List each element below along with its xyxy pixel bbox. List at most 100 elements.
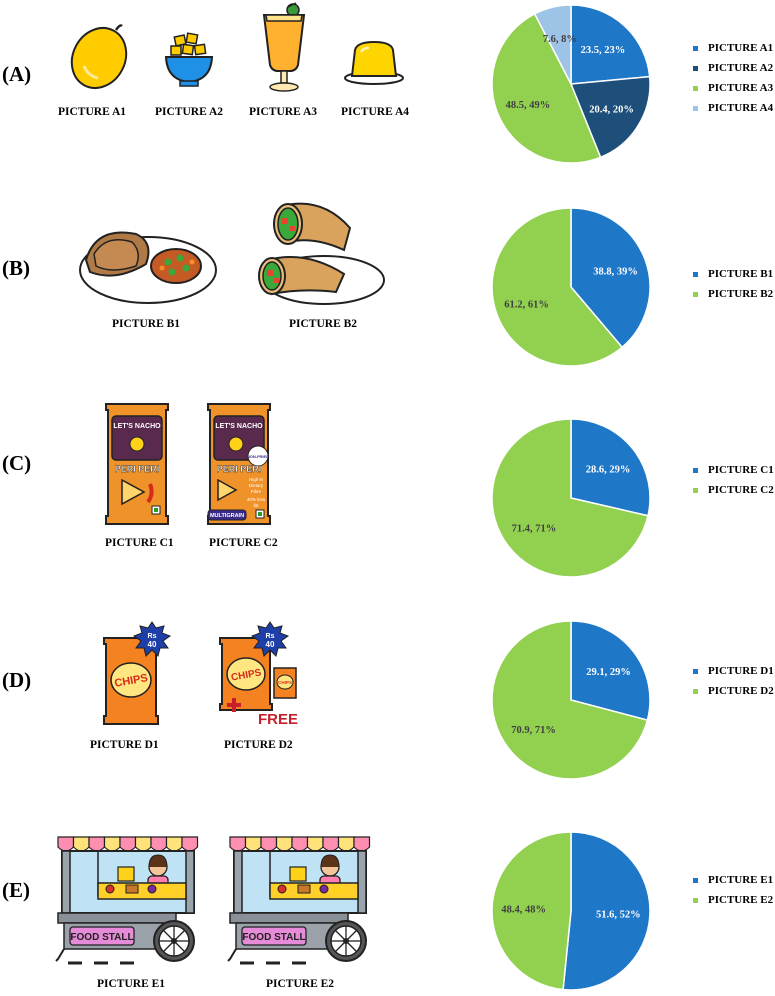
wrap-icon bbox=[258, 202, 385, 305]
pie-slice bbox=[570, 418, 651, 517]
legend-label: PICTURE D2 bbox=[708, 685, 774, 697]
row-label: (C) bbox=[2, 451, 32, 475]
legend-label: PICTURE E2 bbox=[708, 894, 774, 906]
picture-caption: PICTURE C2 bbox=[209, 537, 278, 549]
legend-label: PICTURE E1 bbox=[708, 874, 774, 886]
pack-brand-text: LET'S NACHO bbox=[215, 423, 263, 430]
pie-chart-d: 29.1, 29% 70.9, 71% bbox=[491, 620, 651, 780]
pie-chart-b: 38.8, 39% 61.2, 61% bbox=[491, 207, 651, 367]
pie-data-label: 28.6, 29% bbox=[586, 465, 631, 476]
pack-tag-text: MULTIGRAIN bbox=[210, 513, 244, 519]
pie-slice bbox=[570, 4, 651, 85]
pack-product-text: CHIPS bbox=[114, 672, 149, 690]
picture-caption: PICTURE A1 bbox=[58, 106, 127, 118]
row-label: (A) bbox=[2, 62, 32, 86]
food-stall-icon: FOOD STALL bbox=[55, 836, 199, 965]
picture-caption: PICTURE E2 bbox=[266, 978, 335, 990]
legend-label: PICTURE A3 bbox=[708, 82, 774, 94]
pie-slice bbox=[533, 4, 572, 85]
legend-item: PICTURE A3 bbox=[693, 78, 773, 98]
picture-caption: PICTURE A4 bbox=[341, 106, 410, 118]
legend-item: PICTURE D1 bbox=[693, 661, 774, 681]
legend-swatch bbox=[693, 45, 698, 51]
row-label: (D) bbox=[2, 668, 32, 692]
legend-b: PICTURE B1 PICTURE B2 bbox=[693, 264, 773, 304]
legend-a: PICTURE A1 PICTURE A2 PICTURE A3 PICTURE A4 bbox=[693, 38, 773, 118]
pie-slice bbox=[491, 12, 602, 164]
food-stall-icon: FOOD STALL bbox=[227, 836, 371, 965]
pie-slice bbox=[491, 620, 649, 780]
legend-swatch bbox=[693, 897, 698, 903]
pack-claim-4: 40% less bbox=[247, 497, 266, 502]
pie-data-label: 48.4, 48% bbox=[501, 905, 546, 916]
pie-data-label: 23.5, 23% bbox=[581, 45, 626, 56]
pie-data-label: 70.9, 71% bbox=[511, 725, 556, 736]
pie-data-label: 38.8, 39% bbox=[593, 267, 638, 278]
picture-caption: PICTURE A2 bbox=[155, 106, 224, 118]
legend-label: PICTURE D1 bbox=[708, 665, 774, 677]
price-tag-value: 40 bbox=[266, 640, 275, 649]
pie-slice bbox=[491, 831, 572, 991]
legend-c: PICTURE C1 PICTURE C2 bbox=[693, 460, 774, 500]
legend-d: PICTURE D1 PICTURE D2 bbox=[693, 661, 774, 701]
legend-item: PICTURE B2 bbox=[693, 284, 773, 304]
legend-label: PICTURE A1 bbox=[708, 42, 774, 54]
mango-shake-icon bbox=[262, 2, 306, 92]
free-text: FREE bbox=[258, 711, 298, 728]
price-tag-value: 40 bbox=[148, 640, 157, 649]
price-tag-text: Rs bbox=[266, 633, 275, 640]
stall-sign-text: FOOD STALL bbox=[242, 932, 305, 943]
price-tag-text: Rs bbox=[148, 633, 157, 640]
pack-claim-2: Dietary bbox=[249, 483, 264, 488]
pie-data-label: 61.2, 61% bbox=[504, 299, 549, 310]
roti-sabzi-icon bbox=[79, 231, 217, 304]
legend-swatch bbox=[693, 688, 698, 694]
legend-swatch bbox=[693, 487, 698, 493]
stall-sign-text: FOOD STALL bbox=[70, 932, 133, 943]
chips-pack-icon: CHIPS Rs 40 bbox=[103, 621, 172, 725]
nacho-pack-multigrain-icon: LET'S NACHO NON-FRIED PERI PERI High in … bbox=[207, 403, 271, 525]
legend-label: PICTURE B1 bbox=[708, 268, 774, 280]
legend-item: PICTURE B1 bbox=[693, 264, 773, 284]
pie-data-label: 20.4, 20% bbox=[589, 105, 634, 116]
picture-caption: PICTURE A3 bbox=[249, 106, 318, 118]
legend-label: PICTURE B2 bbox=[708, 288, 774, 300]
row-label: (E) bbox=[2, 878, 30, 902]
legend-item: PICTURE E2 bbox=[693, 890, 773, 910]
legend-item: PICTURE D2 bbox=[693, 681, 774, 701]
mango-pudding-icon bbox=[344, 40, 404, 85]
row-label: (B) bbox=[2, 256, 30, 280]
row-d: (D) CHIPS Rs 40 PICTURE D1 CHIPS Rs 40 C… bbox=[2, 620, 774, 780]
legend-item: PICTURE A4 bbox=[693, 98, 773, 118]
legend-item: PICTURE C1 bbox=[693, 460, 774, 480]
picture-caption: PICTURE B2 bbox=[289, 318, 358, 330]
pack-claim-3: Fibre bbox=[251, 489, 262, 494]
picture-caption: PICTURE B1 bbox=[112, 318, 181, 330]
legend-label: PICTURE C1 bbox=[708, 464, 774, 476]
legend-swatch bbox=[693, 85, 698, 91]
legend-item: PICTURE E1 bbox=[693, 870, 773, 890]
pie-slice bbox=[491, 418, 649, 578]
small-pack-text: CHIPS bbox=[278, 680, 292, 685]
legend-item: PICTURE A2 bbox=[693, 58, 773, 78]
pack-product-text: CHIPS bbox=[230, 667, 262, 683]
pie-slice bbox=[562, 831, 651, 991]
pie-data-label: 7.6, 8% bbox=[543, 34, 577, 45]
chips-pack-free-icon: CHIPS Rs 40 CHIPS FREE bbox=[219, 621, 298, 728]
pie-chart-a: 23.5, 23% 20.4, 20% 48.5, 49% 7.6, 8% bbox=[491, 4, 651, 164]
pack-flavor-text: PERI PERI bbox=[217, 464, 262, 474]
legend-item: PICTURE C2 bbox=[693, 480, 774, 500]
row-a: (A) PICTURE A1 PICTURE A2 PICTURE A3 PIC… bbox=[0, 0, 775, 170]
mango-icon bbox=[70, 24, 128, 89]
legend-label: PICTURE A2 bbox=[708, 62, 774, 74]
pie-slice bbox=[570, 620, 651, 722]
pack-flavor-text: PERI PERI bbox=[115, 464, 160, 474]
legend-item: PICTURE A1 bbox=[693, 38, 773, 58]
picture-caption: PICTURE C1 bbox=[105, 537, 174, 549]
legend-swatch bbox=[693, 877, 698, 883]
legend-swatch bbox=[693, 668, 698, 674]
pack-brand-text: LET'S NACHO bbox=[113, 423, 161, 430]
picture-caption: PICTURE D1 bbox=[90, 739, 159, 751]
pack-claim-5: fat bbox=[253, 503, 259, 508]
